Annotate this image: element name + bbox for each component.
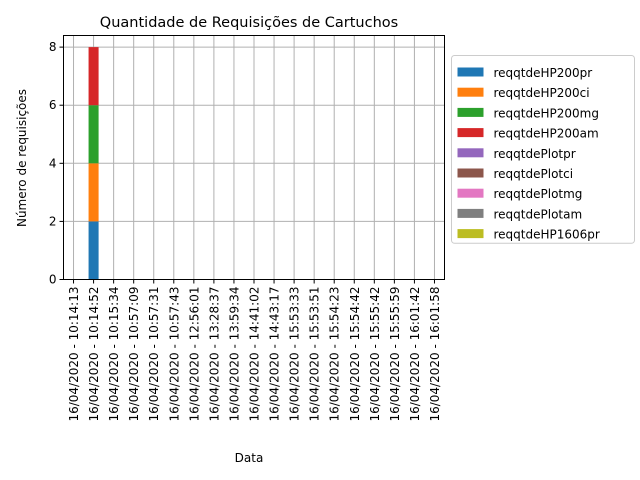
legend-label: reqqtdePlotmg bbox=[494, 187, 583, 201]
x-tick-label: 16/04/2020 - 15:54:42 bbox=[348, 287, 362, 422]
legend-swatch bbox=[457, 188, 484, 198]
grid bbox=[63, 35, 445, 280]
legend: reqqtdeHP200pr reqqtdeHP200ci reqqtdeHP200… bbox=[451, 55, 635, 244]
legend-label: reqqtdePlotam bbox=[494, 207, 583, 221]
x-tick-label: 16/04/2020 - 15:55:59 bbox=[388, 287, 402, 422]
legend-label: reqqtdeHP1606pr bbox=[494, 228, 600, 242]
legend-label: reqqtdeHP200pr bbox=[494, 66, 593, 80]
x-tick-label: 16/04/2020 - 10:57:43 bbox=[167, 287, 181, 422]
y-tick-label: 4 bbox=[49, 156, 57, 170]
legend-swatch bbox=[457, 128, 484, 138]
legend-swatch bbox=[457, 87, 484, 97]
y-tick-label: 8 bbox=[49, 40, 57, 54]
bar-segment bbox=[88, 47, 99, 106]
x-tick-label: 16/04/2020 - 15:54:23 bbox=[328, 287, 342, 422]
legend-swatch bbox=[457, 168, 484, 178]
x-tick-label: 16/04/2020 - 15:53:51 bbox=[308, 287, 322, 422]
x-tick-label: 16/04/2020 - 10:14:52 bbox=[87, 287, 101, 422]
legend-box bbox=[451, 55, 635, 244]
legend-label: reqqtdeHP200mg bbox=[494, 106, 599, 120]
legend-swatch bbox=[457, 229, 484, 239]
x-tick-label: 16/04/2020 - 14:43:17 bbox=[268, 287, 282, 422]
legend-label: reqqtdeHP200ci bbox=[494, 86, 590, 100]
y-tick-label: 0 bbox=[49, 273, 57, 287]
x-axis-ticks: 16/04/2020 - 10:14:13 16/04/2020 - 10:14:… bbox=[67, 279, 442, 422]
x-tick-label: 16/04/2020 - 10:57:09 bbox=[127, 287, 141, 422]
bar-segment bbox=[88, 221, 99, 280]
x-tick-label: 16/04/2020 - 15:53:33 bbox=[288, 287, 302, 422]
legend-label: reqqtdePlotci bbox=[494, 167, 574, 181]
x-tick-label: 16/04/2020 - 10:57:31 bbox=[147, 287, 161, 422]
chart-title: Quantidade de Requisições de Cartuchos bbox=[100, 15, 398, 31]
legend-label: reqqtdeHP200am bbox=[494, 127, 599, 141]
legend-swatch bbox=[457, 107, 484, 117]
y-axis-label: Número de requisições bbox=[15, 89, 29, 227]
bars bbox=[88, 47, 99, 280]
legend-swatch bbox=[457, 208, 484, 218]
legend-swatch bbox=[457, 67, 484, 77]
x-tick-label: 16/04/2020 - 10:15:34 bbox=[107, 287, 121, 422]
x-tick-label: 16/04/2020 - 13:59:34 bbox=[227, 287, 241, 422]
x-tick-label: 16/04/2020 - 16:01:58 bbox=[428, 287, 442, 422]
legend-label: reqqtdePlotpr bbox=[494, 147, 576, 161]
bar-segment bbox=[88, 163, 99, 222]
bar-segment bbox=[88, 105, 99, 164]
x-tick-label: 16/04/2020 - 16:01:42 bbox=[408, 287, 422, 422]
legend-swatch bbox=[457, 148, 484, 158]
x-tick-label: 16/04/2020 - 15:55:42 bbox=[368, 287, 382, 422]
x-tick-label: 16/04/2020 - 10:14:13 bbox=[67, 287, 81, 422]
y-tick-label: 2 bbox=[49, 214, 57, 228]
x-tick-label: 16/04/2020 - 13:28:37 bbox=[207, 287, 221, 422]
x-tick-label: 16/04/2020 - 12:56:01 bbox=[187, 287, 201, 422]
x-tick-label: 16/04/2020 - 14:41:02 bbox=[248, 287, 262, 422]
y-tick-label: 6 bbox=[49, 98, 57, 112]
y-axis-ticks: 0 2 4 6 8 bbox=[49, 40, 64, 287]
x-axis-label: Data bbox=[235, 451, 264, 465]
